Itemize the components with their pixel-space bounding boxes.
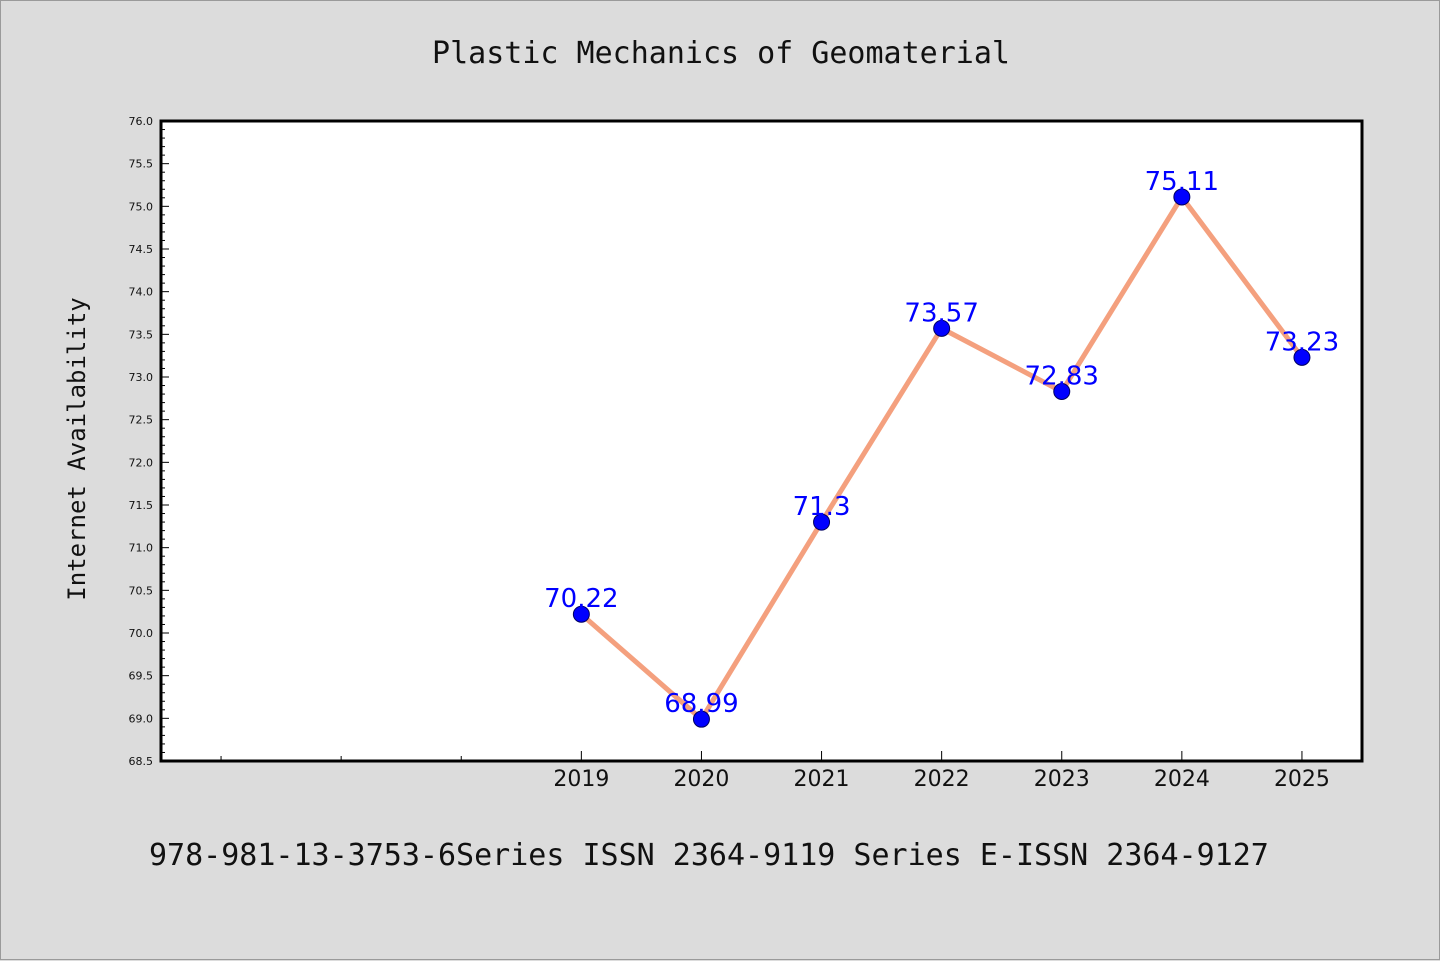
data-point [1053, 383, 1071, 401]
data-label: 71.3 [793, 492, 851, 522]
y-tick-label: 74.0 [129, 286, 154, 299]
x-axis: 2019 2020 2021 2022 2023 2024 2025 [220, 751, 1330, 792]
data-point [933, 319, 951, 337]
y-tick-label: 72.5 [129, 414, 154, 427]
data-point [1293, 348, 1311, 366]
y-tick-label: 72.0 [129, 456, 154, 469]
data-label-layer: 70.22 68.99 71.3 73.57 72.83 75.11 73.23 [544, 167, 1339, 719]
x-tick-label: 2021 [794, 767, 850, 792]
data-point [813, 513, 831, 531]
y-tick-label: 71.5 [129, 499, 154, 512]
y-tick-label: 68.5 [129, 755, 154, 768]
y-tick-label: 70.5 [129, 584, 154, 597]
y-tick-label: 73.5 [129, 328, 154, 341]
x-tick-label: 2025 [1274, 767, 1330, 792]
series-layer [572, 188, 1311, 728]
plot-area [159, 119, 1364, 763]
y-tick-label: 73.0 [129, 371, 154, 384]
data-label: 68.99 [664, 689, 738, 719]
data-label: 73.57 [904, 298, 978, 328]
y-axis-label: Internet Availability [63, 297, 91, 600]
y-tick-label: 75.5 [129, 158, 154, 171]
data-label: 70.22 [544, 584, 618, 614]
chart-title: Plastic Mechanics of Geomaterial [432, 36, 1010, 71]
y-axis: 68.5 69.0 69.5 70.0 70.5 71.0 71.5 72.0 72.5 73.0… [129, 115, 169, 768]
y-tick-label: 69.5 [129, 670, 154, 683]
x-tick-label: 2020 [673, 767, 729, 792]
footer-text: 978-981-13-3753-6Series ISSN 2364-9119 S… [149, 838, 1269, 873]
y-tick-label: 76.0 [129, 115, 154, 128]
y-tick-label: 74.5 [129, 243, 154, 256]
data-point [1173, 188, 1191, 206]
y-tick-label: 69.0 [129, 712, 154, 725]
y-tick-label: 75.0 [129, 200, 154, 213]
x-tick-label: 2022 [914, 767, 970, 792]
data-label: 72.83 [1025, 362, 1099, 392]
x-tick-label: 2023 [1034, 767, 1090, 792]
data-point [572, 605, 590, 623]
y-tick-label: 70.0 [129, 627, 154, 640]
y-tick-label: 71.0 [129, 542, 154, 555]
x-tick-label: 2024 [1154, 767, 1210, 792]
data-label: 73.23 [1265, 327, 1339, 357]
data-point [692, 710, 710, 728]
data-label: 75.11 [1145, 167, 1219, 197]
x-tick-label: 2019 [553, 767, 609, 792]
